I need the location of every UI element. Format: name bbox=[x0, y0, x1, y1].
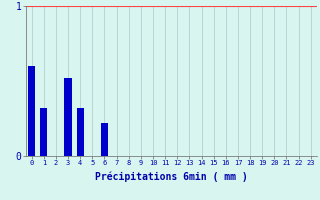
Bar bbox=[28, 66, 35, 156]
Bar bbox=[40, 108, 47, 156]
Bar bbox=[64, 78, 72, 156]
X-axis label: Précipitations 6min ( mm ): Précipitations 6min ( mm ) bbox=[95, 172, 248, 182]
Bar bbox=[101, 123, 108, 156]
Bar bbox=[76, 108, 84, 156]
